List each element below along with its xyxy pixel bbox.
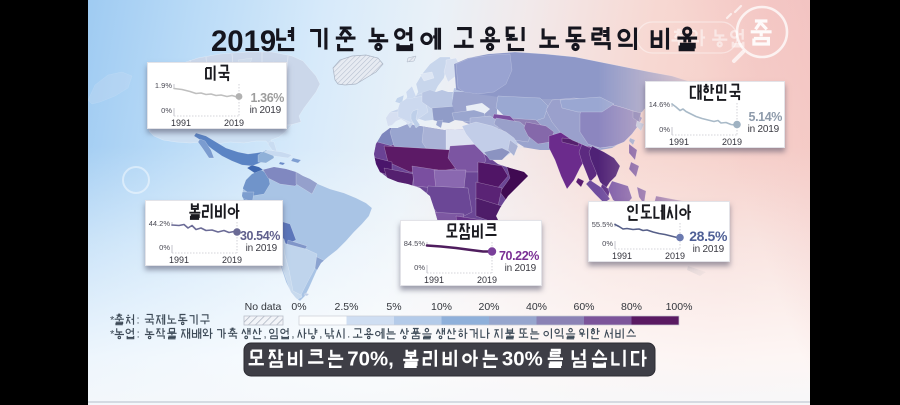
svg-text:28.5%: 28.5% — [689, 228, 728, 244]
svg-text:70.22%: 70.22% — [499, 249, 539, 263]
svg-text:No data: No data — [245, 301, 282, 313]
svg-text:*: * — [110, 329, 115, 341]
svg-text:in 2019: in 2019 — [250, 105, 282, 116]
svg-text:2019: 2019 — [211, 25, 276, 58]
svg-text:1.9%: 1.9% — [155, 81, 172, 90]
svg-text:55.5%: 55.5% — [592, 220, 614, 229]
svg-text:,: , — [319, 329, 322, 341]
svg-text:1991: 1991 — [169, 255, 189, 265]
svg-text:1.36%: 1.36% — [251, 91, 285, 105]
svg-text:0%: 0% — [159, 243, 170, 252]
svg-text:2019: 2019 — [222, 255, 242, 265]
svg-text:*: * — [110, 315, 115, 327]
svg-text:in 2019: in 2019 — [505, 263, 537, 274]
svg-text:.: . — [347, 329, 350, 341]
svg-text:1991: 1991 — [669, 137, 689, 147]
svg-text:5%: 5% — [386, 301, 401, 313]
svg-text:5.14%: 5.14% — [749, 110, 783, 124]
svg-text:in 2019: in 2019 — [246, 243, 278, 254]
svg-text:2019: 2019 — [477, 275, 497, 285]
svg-text:1991: 1991 — [424, 275, 444, 285]
svg-text:,: , — [291, 329, 294, 341]
svg-text:30%: 30% — [502, 349, 543, 371]
svg-text:0%: 0% — [602, 239, 613, 248]
svg-text:70%,: 70%, — [347, 349, 393, 371]
svg-text:2019: 2019 — [665, 251, 685, 261]
svg-text:40%: 40% — [526, 301, 547, 313]
svg-text:2019: 2019 — [722, 137, 742, 147]
svg-text:0%: 0% — [414, 263, 425, 272]
svg-text:100%: 100% — [666, 301, 693, 313]
svg-text:1991: 1991 — [612, 251, 632, 261]
svg-text:10%: 10% — [431, 301, 452, 313]
svg-text:1991: 1991 — [171, 118, 191, 128]
svg-text:in 2019: in 2019 — [748, 124, 780, 135]
svg-text:60%: 60% — [573, 301, 594, 313]
svg-text:,: , — [264, 329, 267, 341]
svg-text:80%: 80% — [621, 301, 642, 313]
svg-text::: : — [137, 329, 140, 341]
svg-text:in 2019: in 2019 — [693, 244, 725, 255]
svg-text::: : — [137, 315, 140, 327]
svg-text:0%: 0% — [291, 301, 306, 313]
svg-text:20%: 20% — [478, 301, 499, 313]
svg-text:0%: 0% — [161, 106, 172, 115]
svg-text:84.5%: 84.5% — [404, 239, 426, 248]
svg-text:14.6%: 14.6% — [649, 100, 671, 109]
svg-text:30.54%: 30.54% — [240, 229, 280, 243]
svg-text:2019: 2019 — [224, 118, 244, 128]
svg-text:44.2%: 44.2% — [149, 219, 171, 228]
svg-text:2.5%: 2.5% — [335, 301, 359, 313]
svg-text:0%: 0% — [659, 125, 670, 134]
